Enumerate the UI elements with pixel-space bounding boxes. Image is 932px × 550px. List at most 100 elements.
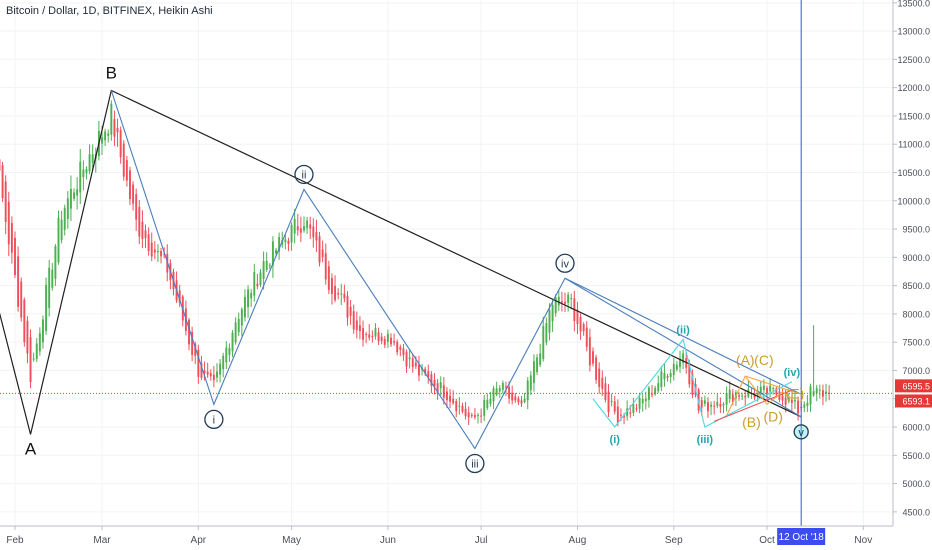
candle-body (271, 241, 274, 266)
candle-body (706, 402, 709, 412)
candle-body (135, 194, 138, 220)
candle-body (393, 341, 396, 343)
candle-body (784, 398, 787, 405)
candle-body (430, 374, 433, 386)
candle-body (769, 385, 772, 392)
candle-body (290, 224, 293, 243)
candle-body (719, 403, 722, 407)
candle-body (38, 333, 41, 352)
price-tag-bg (895, 379, 932, 393)
candle-body (299, 228, 302, 233)
candle-body (526, 380, 529, 401)
candle-body (1, 165, 4, 199)
candle-body (113, 119, 116, 137)
candle-body (480, 415, 483, 417)
candle-body (585, 327, 588, 347)
candle-body (119, 130, 122, 158)
wave-label-i: i (213, 414, 215, 426)
candle-body (741, 395, 744, 397)
cursor-date-label: 12 Oct '18 (779, 532, 825, 543)
candle-body (225, 347, 228, 363)
candle-body (284, 239, 287, 243)
candle-body (517, 398, 520, 403)
candle-body (327, 266, 330, 290)
candle-body (188, 319, 190, 345)
candle-body (511, 392, 514, 401)
price-tick-label: 12000.0 (897, 83, 930, 93)
candle-body (150, 242, 153, 257)
candle-body (411, 358, 414, 368)
wave-label-ii: ii (302, 169, 307, 181)
candle-body (660, 371, 663, 388)
candle-body (477, 415, 479, 417)
candle-body (638, 397, 641, 409)
candle-body (259, 272, 262, 286)
candle-body (200, 363, 203, 378)
candle-body (358, 325, 361, 332)
candle-body (402, 348, 405, 356)
candle-body (365, 333, 368, 335)
candle-body (610, 400, 613, 402)
candle-body (312, 226, 315, 238)
candle-body (29, 337, 32, 382)
candle-body (293, 218, 296, 234)
candle-body (231, 332, 234, 352)
candle-body (262, 261, 265, 279)
candle-body (722, 403, 725, 406)
candle-body (35, 343, 38, 360)
candle-body (486, 399, 489, 408)
price-tick-label: 12500.0 (897, 55, 930, 65)
candle-body (738, 395, 740, 397)
price-tick-label: 8000.0 (902, 309, 930, 319)
time-tick-label: Apr (191, 535, 207, 546)
candle-body (306, 220, 309, 229)
candle-body (539, 353, 542, 365)
candle-body (14, 237, 16, 276)
candle-body (76, 189, 79, 196)
candle-body (579, 316, 582, 332)
candle-body (17, 256, 20, 307)
candle-body (278, 237, 281, 252)
candle-body (498, 388, 501, 392)
candle-body (194, 343, 197, 356)
wave-labels: ABiiiiiiivv(i)(ii)(iii)(iv)(A)(B)(C)(D)(… (25, 63, 809, 474)
candle-body (399, 347, 402, 350)
candle-body (529, 375, 532, 391)
candle-body (268, 265, 271, 267)
candle-body (576, 309, 579, 325)
candle-body (542, 325, 545, 360)
triangle-line (745, 375, 802, 395)
candle-body (206, 371, 209, 375)
triangle-label: (E) (786, 386, 805, 402)
candle-body (153, 249, 156, 253)
candle-body (418, 364, 420, 376)
candle-body (228, 347, 231, 356)
candle-body (675, 364, 678, 370)
candle-body (449, 395, 452, 402)
candle-body (253, 272, 256, 296)
candle-body (560, 301, 563, 303)
wave-lines (0, 0, 893, 526)
sub-wave-label: (iv) (784, 367, 801, 379)
time-axis-bg (0, 526, 932, 550)
grid (0, 0, 893, 526)
price-tick-label: 9000.0 (902, 253, 930, 263)
candle-body (343, 293, 346, 299)
candle-body (340, 293, 343, 295)
candle-body (383, 338, 386, 345)
candle-body (759, 386, 762, 394)
candle-body (794, 399, 796, 402)
triangle-label: (A) (736, 352, 755, 368)
price-tick-label: 8500.0 (902, 281, 930, 291)
candle-body (66, 198, 69, 219)
candle-body (607, 391, 610, 413)
candle-body (548, 310, 551, 333)
candle-body (424, 368, 427, 374)
wave-circle-i (204, 409, 224, 430)
wave-circle-iv (555, 253, 575, 273)
candle-body (582, 324, 585, 332)
candle-body (303, 226, 305, 231)
